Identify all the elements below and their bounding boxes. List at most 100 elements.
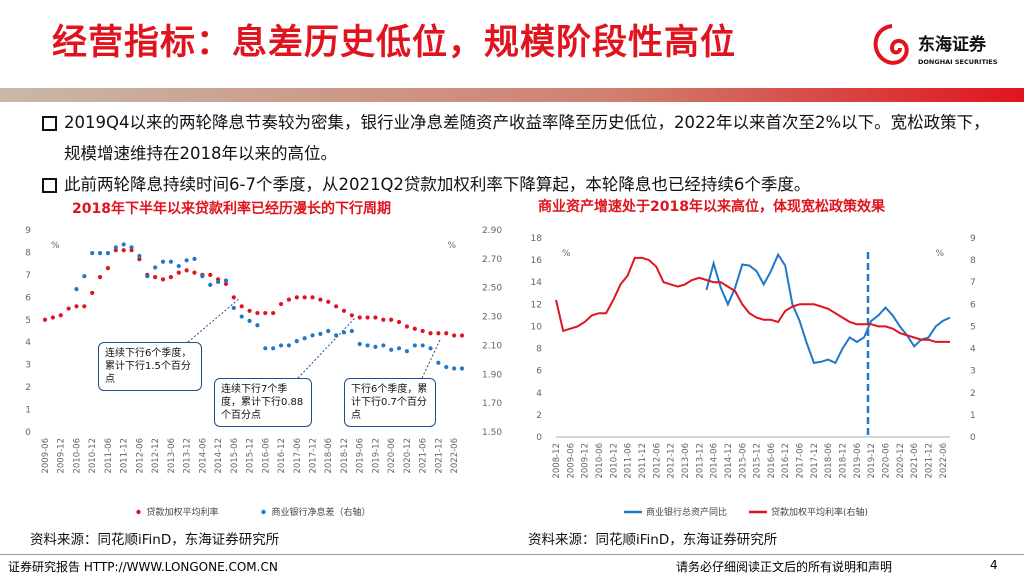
- dot: [42, 317, 48, 322]
- y-tick-label: 10: [531, 322, 543, 332]
- x-tick-label: 2015-12: [753, 443, 763, 479]
- dot: [349, 313, 354, 318]
- dot: [90, 250, 95, 256]
- logo: 东海证券 DONGHAI SECURITIES: [873, 24, 998, 66]
- dot: [74, 304, 79, 309]
- footer-left: 证券研究报告 HTTP://WWW.LONGONE.COM.CN: [8, 560, 278, 574]
- dot: [278, 343, 284, 348]
- x-tick-label: 2014-12: [724, 443, 734, 479]
- y2-tick-label: 6: [970, 300, 976, 310]
- dot: [412, 343, 417, 348]
- y2-unit: %: [935, 249, 944, 259]
- x-tick-label: 2019-12: [371, 438, 381, 474]
- dot: [381, 317, 386, 322]
- x-tick-label: 2017-12: [810, 443, 820, 479]
- source: 资料来源：同花顺iFinD，东海证券研究所: [30, 532, 280, 548]
- x-tick-label: 2013-12: [183, 438, 193, 474]
- x-tick-label: 2009-06: [41, 438, 51, 474]
- x-tick-label: 2010-12: [88, 438, 98, 474]
- logo-cn: 东海证券: [918, 34, 987, 55]
- x-tick-label: 2015-06: [230, 438, 240, 474]
- dot: [263, 310, 268, 316]
- dot: [121, 242, 126, 247]
- dot: [97, 275, 103, 280]
- y-tick-label: 4: [536, 389, 542, 399]
- x-tick-label: 2022-06: [939, 443, 949, 479]
- annotation-connector: [187, 297, 241, 343]
- dot: [459, 333, 465, 338]
- dot: [365, 315, 370, 320]
- y2-tick-label: 5: [970, 322, 976, 332]
- chart-title: 2018年下半年以来贷款利率已经历漫长的下行周期: [72, 201, 391, 217]
- x-tick-label: 2019-06: [356, 438, 366, 474]
- dot: [208, 272, 213, 277]
- dot: [318, 297, 323, 302]
- dot: [105, 266, 111, 271]
- y2-tick-label: 7: [970, 278, 976, 288]
- dot: [271, 346, 276, 351]
- dot: [286, 297, 292, 302]
- x-tick-label: 2010-06: [72, 438, 82, 474]
- x-tick-label: 2013-06: [681, 443, 691, 479]
- y2-tick-label: 3: [970, 367, 976, 377]
- y-tick-label: 9: [25, 226, 31, 236]
- x-tick-label: 2013-06: [167, 438, 177, 474]
- x-tick-label: 2011-06: [104, 438, 114, 474]
- y2-tick-label: 2.90: [482, 226, 502, 236]
- dot: [294, 295, 299, 300]
- x-tick-label: 2021-12: [434, 438, 444, 474]
- y-tick-label: 6: [25, 293, 31, 303]
- dot: [310, 295, 315, 300]
- dot: [396, 346, 402, 351]
- y-tick-label: 2: [536, 411, 542, 421]
- dot: [176, 263, 181, 269]
- source: 资料来源：同花顺iFinD，东海证券研究所: [528, 532, 778, 548]
- x-tick-label: 2012-12: [667, 443, 677, 479]
- y-tick-label: 7: [25, 271, 31, 281]
- x-tick-label: 2014-06: [198, 438, 208, 474]
- dot: [239, 304, 244, 309]
- dot: [389, 347, 394, 352]
- dot: [247, 318, 252, 323]
- dot: [357, 341, 362, 347]
- dot: [373, 315, 378, 320]
- dot: [420, 328, 425, 334]
- dot: [255, 310, 260, 316]
- y2-tick-label: 8: [970, 256, 976, 266]
- dot: [412, 326, 417, 331]
- x-tick-label: 2022-06: [450, 438, 460, 474]
- x-tick-label: 2019-12: [867, 443, 877, 479]
- x-tick-label: 2011-12: [638, 443, 648, 479]
- x-tick-label: 2018-12: [340, 438, 350, 474]
- y2-tick-label: 1.50: [482, 428, 502, 438]
- dot: [113, 248, 118, 253]
- dot: [192, 270, 197, 275]
- annotation-connector: [421, 339, 441, 379]
- x-tick-label: 2009-06: [566, 443, 576, 479]
- annotation: 连续下行6个季度，累计下行1.5个百分点: [98, 342, 202, 391]
- dot: [145, 274, 150, 279]
- dot: [200, 274, 205, 279]
- x-tick-label: 2020-06: [387, 438, 397, 474]
- dot: [74, 287, 79, 292]
- x-tick-label: 2016-12: [781, 443, 791, 479]
- x-tick-label: 2020-12: [896, 443, 906, 479]
- y-tick-label: 0: [25, 428, 31, 438]
- y2-tick-label: 9: [970, 234, 976, 244]
- y-tick-label: 16: [531, 256, 543, 266]
- x-tick-label: 2009-12: [57, 438, 67, 474]
- y-tick-label: 8: [536, 345, 542, 355]
- logo-en: DONGHAI SECURITIES: [918, 58, 998, 66]
- dot: [381, 343, 386, 348]
- dot: [137, 253, 142, 259]
- dot: [302, 336, 307, 341]
- x-tick-label: 2017-12: [309, 438, 319, 474]
- dot: [357, 315, 362, 320]
- dot: [341, 308, 347, 313]
- x-tick-label: 2021-06: [419, 438, 429, 474]
- legend-marker: [261, 509, 266, 515]
- x-tick-label: 2021-12: [925, 443, 935, 479]
- dot: [444, 364, 449, 370]
- dot: [365, 343, 370, 348]
- dot: [310, 333, 315, 338]
